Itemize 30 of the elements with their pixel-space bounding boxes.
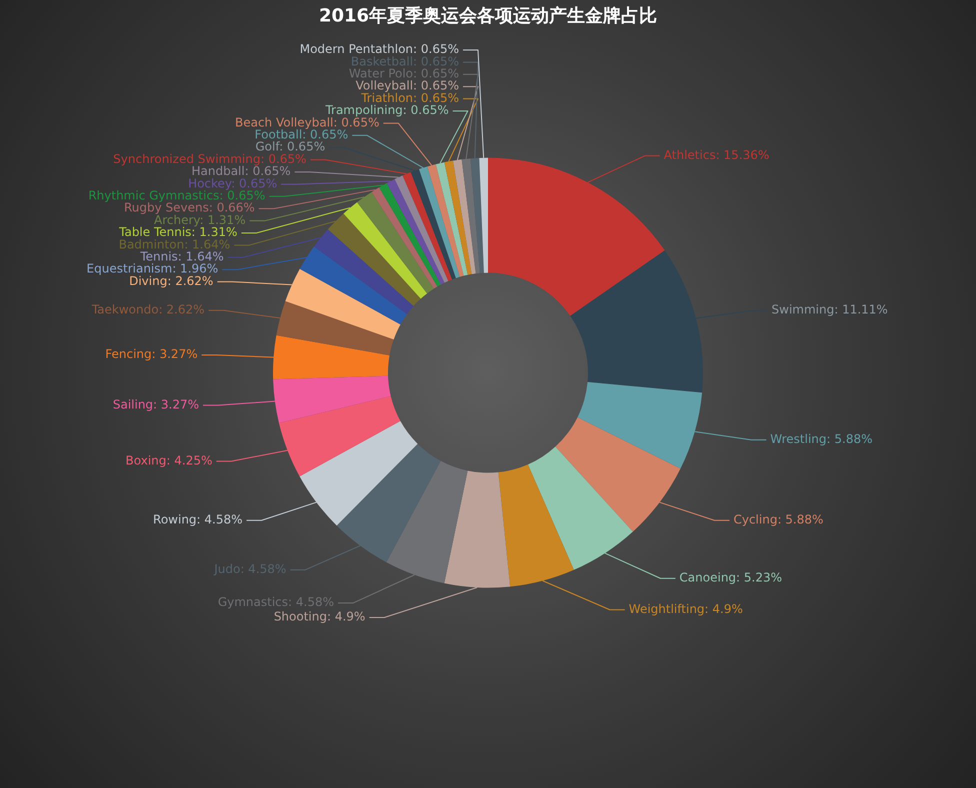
- slice-label: Archery: 1.31%: [154, 212, 246, 227]
- slice-label: Synchronized Swimming: 0.65%: [113, 152, 306, 166]
- slice-label: Cycling: 5.88%: [733, 512, 824, 527]
- slice-label: Beach Volleyball: 0.65%: [234, 115, 380, 130]
- slice-label: Golf: 0.65%: [255, 140, 326, 154]
- slice-label: Athletics: 15.36%: [664, 148, 770, 162]
- slice-label: Fencing: 3.27%: [105, 347, 198, 362]
- slice-label: Trampolining: 0.65%: [324, 103, 449, 118]
- slice-label: Wrestling: 5.88%: [770, 432, 872, 446]
- slice-label: Canoeing: 5.23%: [679, 570, 782, 584]
- slice-label: Rhythmic Gymnastics: 0.65%: [88, 188, 266, 203]
- slice-label: Swimming: 11.11%: [772, 302, 888, 317]
- slice-label: Modern Pentathlon: 0.65%: [300, 42, 459, 56]
- slice-label: Rowing: 4.58%: [153, 512, 243, 527]
- slice-label: Diving: 2.62%: [129, 274, 214, 288]
- slice-label: Tennis: 1.64%: [139, 250, 224, 264]
- slice-label: Rugby Sevens: 0.66%: [124, 200, 255, 215]
- slice-label: Volleyball: 0.65%: [356, 78, 459, 93]
- slice-label: Sailing: 3.27%: [112, 397, 200, 412]
- slice-label: Hockey: 0.65%: [188, 176, 278, 190]
- slice-label: Football: 0.65%: [254, 128, 348, 142]
- slice-label: Weightlifting: 4.9%: [628, 602, 743, 616]
- slice-label: Equestrianism: 1.96%: [86, 262, 218, 276]
- slice-label: Shooting: 4.9%: [274, 610, 366, 624]
- slice-label: Boxing: 4.25%: [126, 453, 212, 468]
- slice-label: Table Tennis: 1.31%: [118, 225, 238, 240]
- slice-label: Handball: 0.65%: [191, 164, 291, 178]
- slice-label: Taekwondo: 2.62%: [90, 302, 205, 317]
- chart-title: 2016年夏季奥运会各项运动产生金牌占比: [318, 5, 658, 26]
- slice-label: Triathlon: 0.65%: [360, 90, 460, 105]
